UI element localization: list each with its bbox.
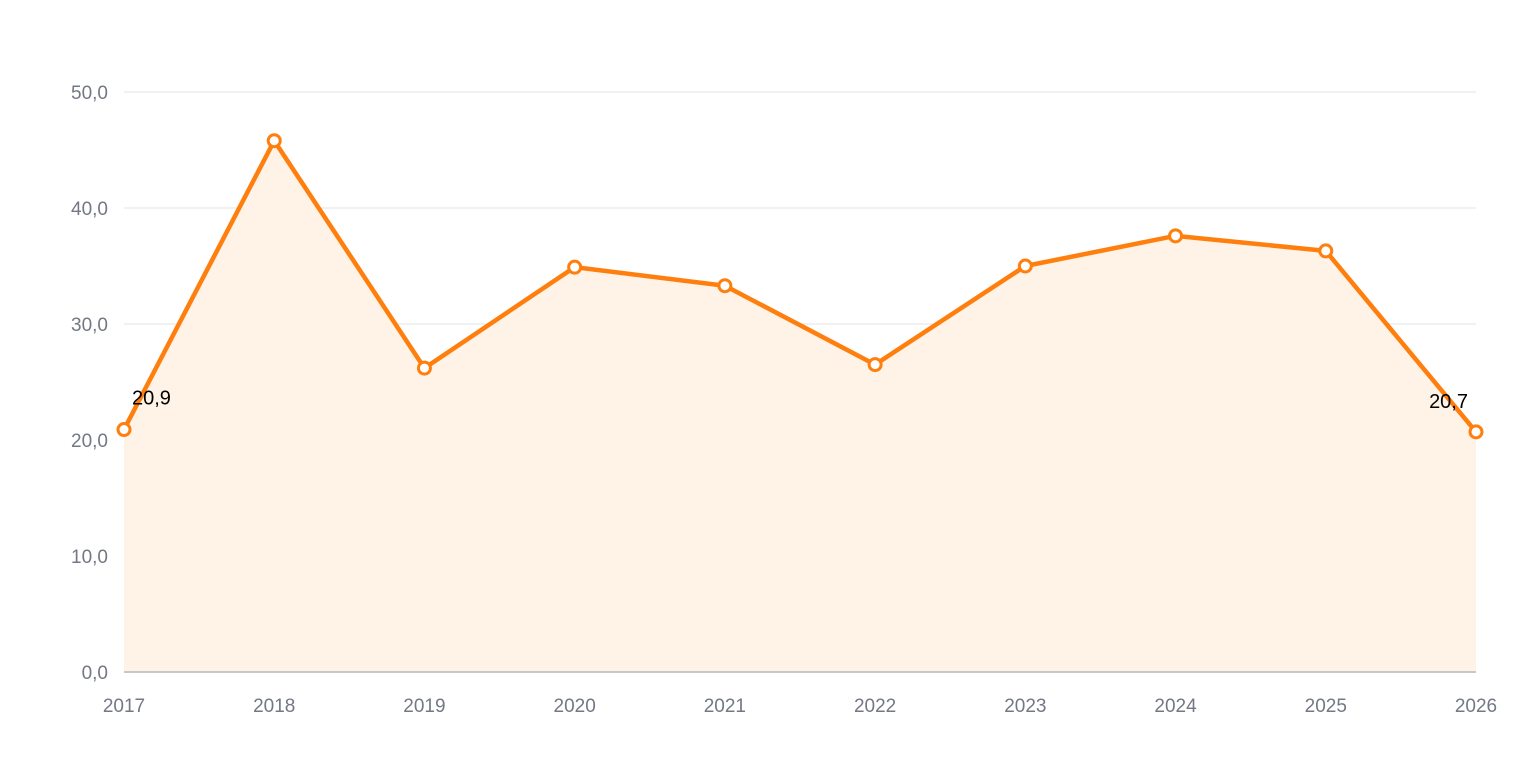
x-tick-label: 2017 <box>103 696 145 717</box>
data-points <box>116 133 1484 440</box>
data-point <box>1168 228 1184 244</box>
x-tick-label: 2026 <box>1455 696 1497 717</box>
y-tick-label: 50,0 <box>71 83 108 104</box>
data-point <box>1468 424 1484 440</box>
x-tick-label: 2023 <box>1004 696 1046 717</box>
y-tick-label: 20,0 <box>71 431 108 452</box>
data-point <box>1017 258 1033 274</box>
data-point <box>416 360 432 376</box>
x-tick-label: 2021 <box>704 696 746 717</box>
data-label: 20,7 <box>1429 391 1468 413</box>
x-tick-label: 2024 <box>1154 696 1197 717</box>
y-tick-label: 0,0 <box>82 663 108 684</box>
series-line <box>121 138 1479 435</box>
x-tick-label: 2019 <box>403 696 445 717</box>
x-tick-label: 2025 <box>1305 696 1347 717</box>
data-point <box>717 278 733 294</box>
data-point <box>567 259 583 275</box>
y-tick-label: 10,0 <box>71 547 108 568</box>
x-tick-label: 2020 <box>554 696 596 717</box>
data-point <box>266 133 282 149</box>
data-point <box>116 422 132 438</box>
data-point <box>1318 243 1334 259</box>
data-label: 20,9 <box>132 388 171 410</box>
y-axis-tick-labels: 0,0 10,0 20,0 30,0 40,0 50,0 <box>71 83 108 684</box>
y-tick-label: 30,0 <box>71 315 108 336</box>
y-tick-label: 40,0 <box>71 199 108 220</box>
x-axis-tick-labels: 2017 2018 2019 2020 2021 2022 2023 2024 2025 2026 <box>103 696 1497 717</box>
data-point <box>867 357 883 373</box>
series-area <box>124 140 1476 673</box>
x-tick-label: 2018 <box>253 696 295 717</box>
x-tick-label: 2022 <box>854 696 896 717</box>
data-labels: 20,9 20,7 <box>132 388 1468 413</box>
